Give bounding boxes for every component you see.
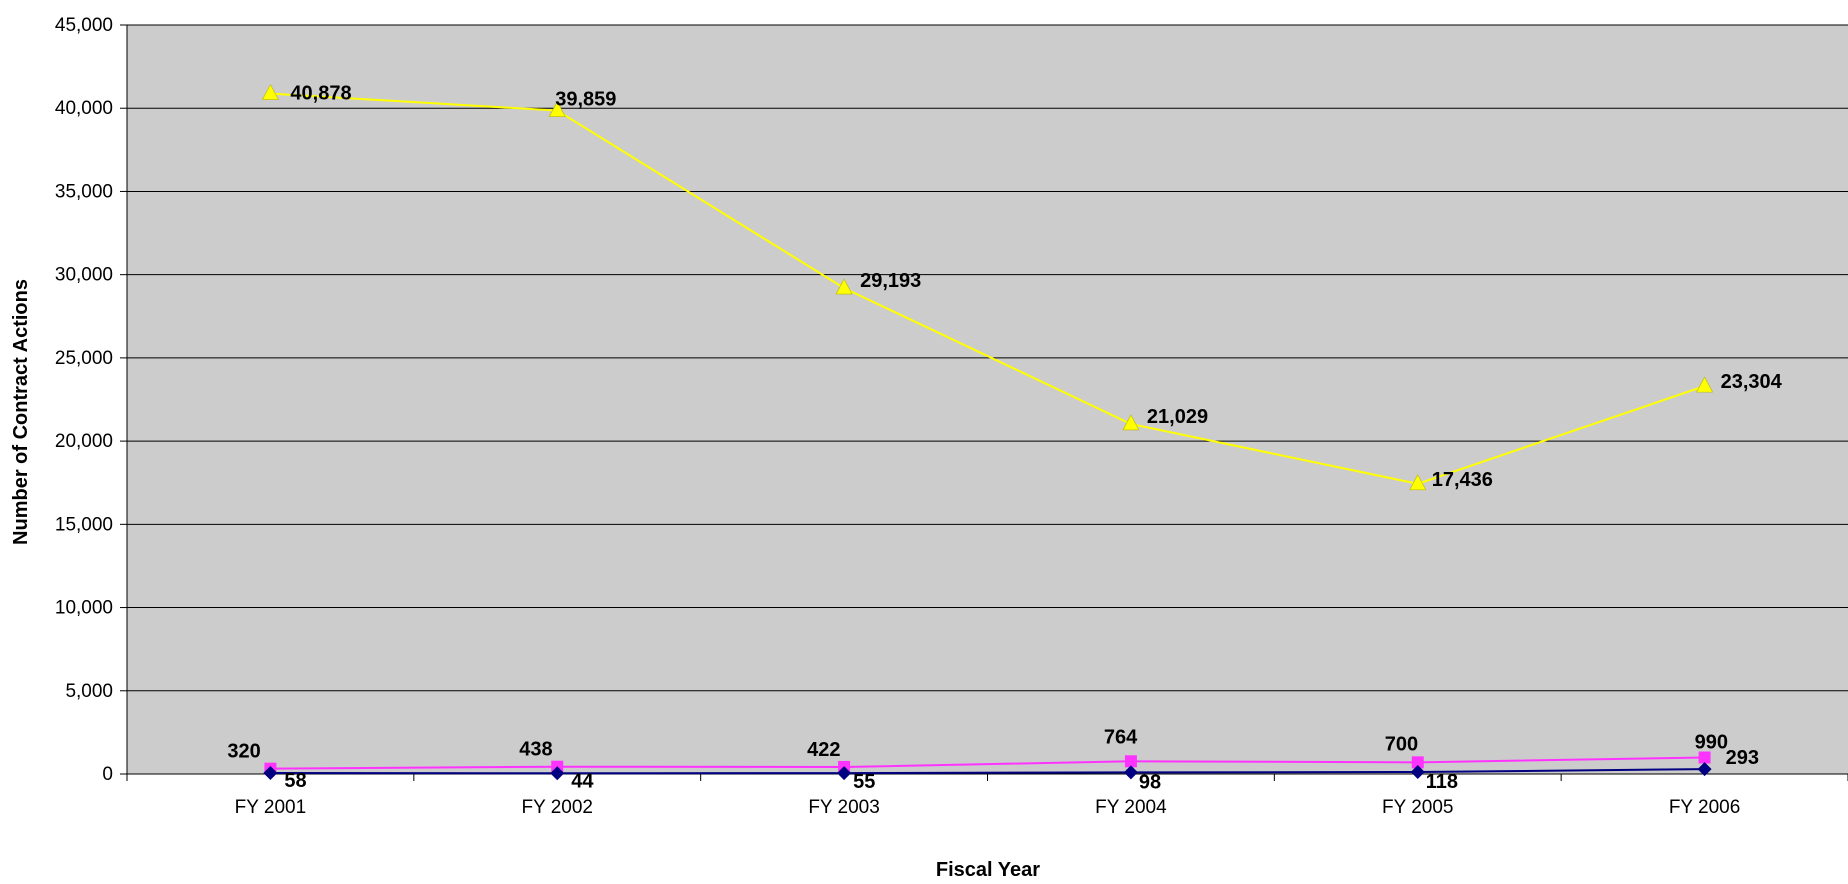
data-label: 29,193 [860,270,921,292]
y-tick-label: 35,000 [55,181,113,202]
data-point-diamond [837,766,852,781]
data-point-triangle [1122,414,1140,431]
data-label: 990 [1695,732,1728,754]
data-point-diamond [263,766,278,781]
y-tick-label: 25,000 [55,348,113,369]
axes: 0 5,000 10,000 15,000 20,000 25,000 30,000 35,0… [55,15,1848,818]
data-point-diamond [1123,765,1138,780]
data-label: 17,436 [1432,469,1493,491]
x-tick-label: FY 2004 [1095,797,1167,818]
y-tick-label: 40,000 [55,98,113,119]
series-line [270,756,1705,770]
data-point-square [1124,755,1137,768]
x-tick-label: FY 2005 [1382,797,1453,818]
x-tick-label: FY 2001 [235,797,306,818]
data-point-triangle [548,100,566,117]
data-label: 55 [853,771,875,793]
y-tick-label: 10,000 [55,598,113,619]
data-label: 422 [807,739,840,761]
series-layer [261,83,1714,781]
data-point-triangle [261,83,279,100]
data-point-triangle [835,278,853,295]
data-label: 98 [1139,771,1161,793]
data-label: 320 [227,741,260,763]
data-point-square [1698,751,1711,764]
x-tick-label: FY 2003 [808,797,879,818]
y-tick-label: 5,000 [65,681,113,702]
y-tick-label: 30,000 [55,265,113,286]
data-point-diamond [1410,765,1425,780]
series-line [270,768,1705,775]
data-point-triangle [1409,474,1427,491]
data-label: 39,859 [555,89,616,111]
gridlines [127,24,1848,692]
data-label: 764 [1104,726,1138,748]
data-label: 438 [519,739,552,761]
data-label: 118 [1426,771,1458,793]
data-point-diamond [1697,762,1712,777]
data-label: 293 [1726,747,1759,769]
data-label: 700 [1385,733,1418,755]
data-label: 21,029 [1147,406,1208,428]
x-tick-label: FY 2006 [1669,797,1740,818]
plot-area [127,25,1848,774]
data-point-triangle [1696,376,1714,393]
series-line [270,92,1705,485]
data-point-square [1411,756,1424,769]
data-labels: 40,878 39,859 29,193 21,029 17,436 23,304 320 4… [227,83,1782,794]
data-label: 58 [284,770,306,792]
data-label: 40,878 [290,83,351,105]
y-tick-label: 15,000 [55,514,113,535]
data-label: 44 [571,770,594,792]
y-tick-label: 45,000 [55,15,113,36]
x-axis-title: Fiscal Year [936,859,1040,879]
y-tick-label: 20,000 [55,431,113,452]
data-point-diamond [550,766,565,781]
y-axis-title: Number of Contract Actions [10,279,32,545]
y-tick-label: 0 [102,764,113,785]
data-label: 23,304 [1721,371,1783,393]
x-tick-label: FY 2002 [522,797,593,818]
